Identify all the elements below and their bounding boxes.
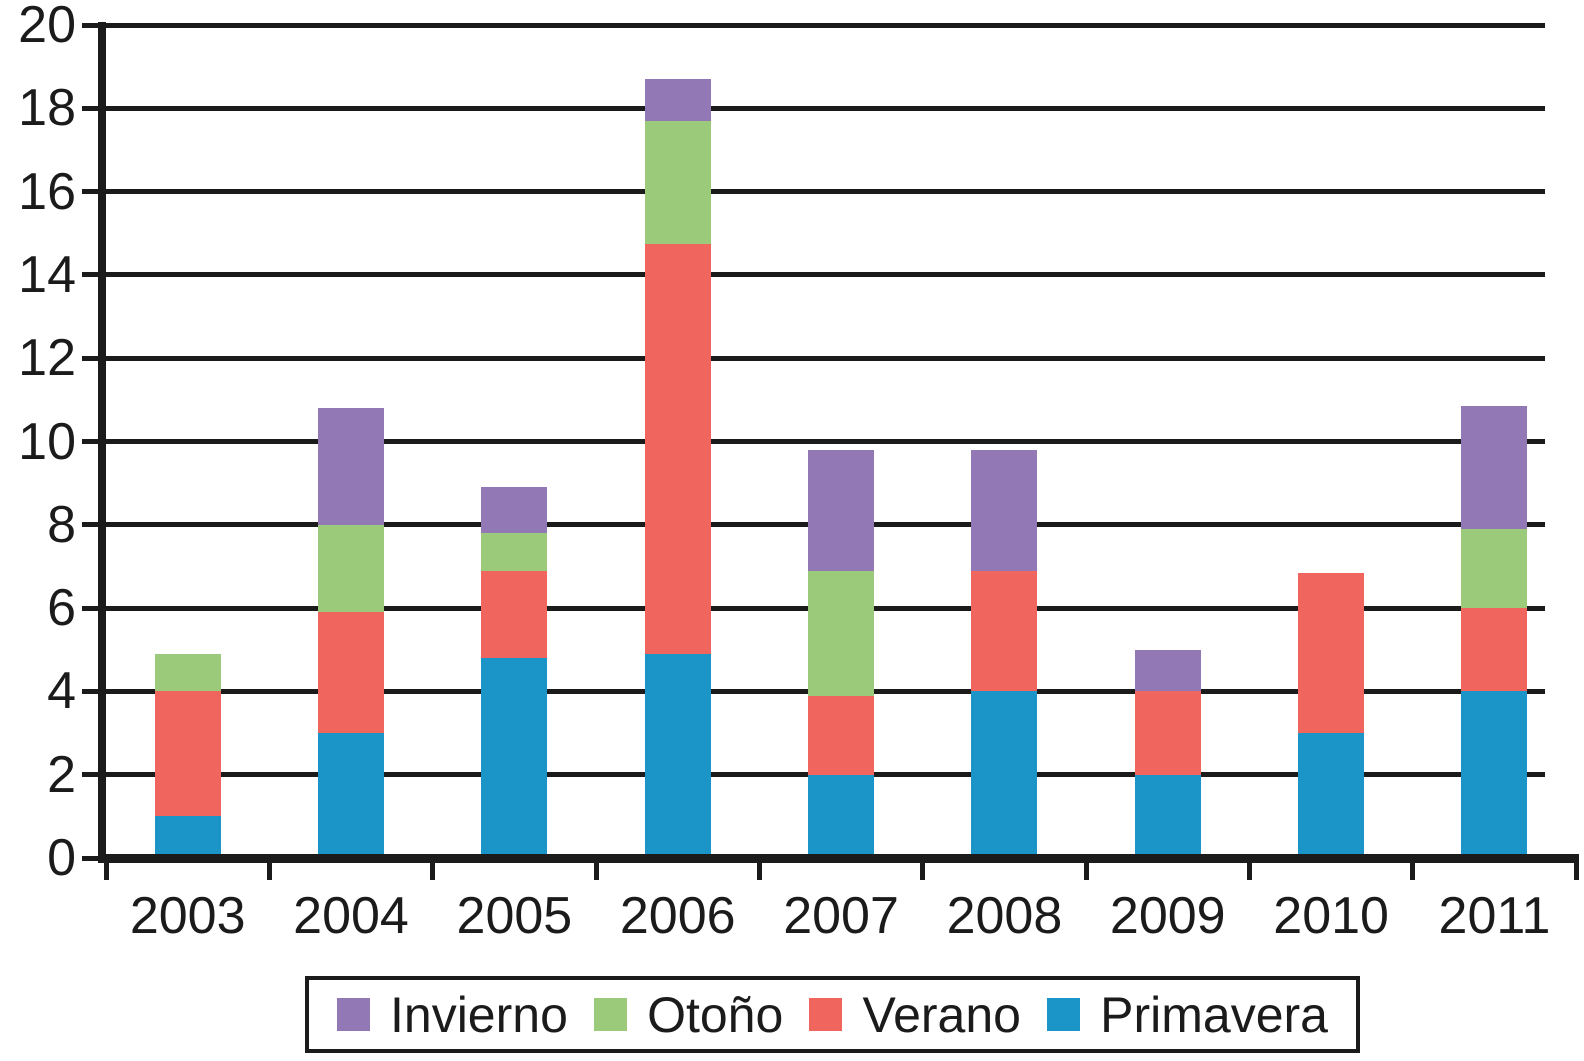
gridline (106, 105, 1545, 111)
y-tick (82, 855, 106, 861)
x-tick (1246, 854, 1252, 880)
x-tick (756, 854, 762, 880)
bar-segment-invierno-2004 (318, 408, 385, 525)
y-tick-label: 6 (47, 579, 76, 638)
bar-segment-primavera-2011 (1461, 691, 1528, 858)
bar-segment-invierno-2005 (481, 487, 548, 534)
bar-segment-otoño-2005 (481, 533, 548, 571)
bar-segment-primavera-2010 (1298, 733, 1365, 858)
bar-segment-verano-2010 (1298, 572, 1365, 734)
legend: Invierno Otoño Verano Primavera (305, 976, 1360, 1053)
x-category-label: 2009 (1109, 887, 1226, 945)
legend-swatch-otoño (594, 998, 628, 1031)
legend-label: Verano (862, 986, 1021, 1043)
y-tick-label: 0 (47, 829, 76, 887)
x-category-label: 2004 (293, 887, 409, 945)
bar-segment-otoño-2007 (808, 570, 875, 696)
x-category-label: 2010 (1273, 887, 1389, 945)
x-category-label: 2006 (619, 887, 736, 945)
bar-segment-primavera-2007 (808, 774, 875, 858)
gridline (106, 22, 1545, 28)
y-tick (82, 355, 106, 361)
legend-item-invierno: Invierno (337, 990, 568, 1040)
x-category-label: 2005 (456, 887, 573, 945)
y-tick-label: 18 (18, 79, 76, 138)
bar-segment-primavera-2008 (971, 691, 1038, 858)
y-tick-label: 12 (18, 329, 76, 388)
bar-segment-verano-2007 (808, 695, 875, 775)
bar-segment-verano-2008 (971, 570, 1038, 692)
gridline (106, 189, 1545, 195)
bar-segment-invierno-2006 (644, 79, 711, 121)
legend-item-verano: Verano (809, 986, 1021, 1043)
bar-segment-otoño-2006 (644, 120, 711, 244)
y-tick (82, 105, 106, 111)
legend-label: Invierno (390, 986, 568, 1043)
bar-segment-verano-2009 (1134, 691, 1201, 775)
x-tick (266, 854, 272, 880)
x-tick (1573, 854, 1579, 880)
bar-segment-otoño-2004 (318, 524, 385, 613)
x-tick (593, 854, 599, 880)
bar-segment-invierno-2011 (1461, 406, 1528, 529)
y-tick-label: 14 (18, 245, 76, 304)
x-category-label: 2003 (129, 887, 246, 945)
bar-segment-primavera-2006 (644, 653, 711, 858)
bar-segment-primavera-2009 (1134, 774, 1201, 858)
bar-segment-primavera-2004 (318, 733, 385, 858)
bar-segment-primavera-2005 (481, 658, 548, 858)
y-tick-label: 8 (47, 495, 76, 554)
bar-segment-otoño-2011 (1461, 528, 1528, 609)
x-tick (920, 854, 926, 880)
gridline (106, 439, 1545, 444)
y-axis-line (98, 22, 106, 863)
y-tick (82, 22, 106, 28)
legend-item-primavera: Primavera (1047, 990, 1328, 1040)
y-tick-label: 16 (18, 162, 76, 221)
y-tick (82, 772, 106, 778)
bar-segment-otoño-2003 (154, 653, 221, 692)
x-axis-line (98, 854, 1577, 863)
y-tick (82, 189, 106, 195)
x-category-label: 2011 (1438, 887, 1551, 945)
bar-segment-verano-2005 (481, 570, 548, 659)
legend-swatch-primavera (1047, 998, 1081, 1031)
bar-segment-verano-2011 (1461, 608, 1528, 692)
bar-segment-invierno-2007 (808, 449, 875, 571)
x-tick (430, 854, 436, 880)
legend-swatch-invierno (337, 998, 370, 1031)
bar-segment-invierno-2008 (971, 449, 1038, 571)
legend-label: Otoño (647, 986, 784, 1043)
y-tick (82, 688, 106, 694)
bar-segment-verano-2003 (154, 691, 221, 817)
y-tick (82, 439, 106, 444)
legend-item-otoño: Otoño (594, 990, 783, 1040)
legend-swatch-verano (809, 998, 843, 1031)
y-tick-label: 4 (47, 662, 76, 721)
x-tick (1083, 854, 1089, 880)
x-tick (103, 854, 109, 880)
legend-label: Primavera (1100, 986, 1328, 1043)
bar-segment-primavera-2003 (154, 816, 221, 858)
bar-segment-verano-2004 (318, 612, 385, 734)
x-category-label: 2007 (783, 887, 899, 945)
x-category-label: 2008 (946, 887, 1063, 945)
x-tick (1410, 854, 1416, 880)
y-tick-label: 20 (18, 0, 76, 54)
y-tick-label: 10 (18, 412, 76, 471)
y-tick (82, 605, 106, 611)
gridline (106, 355, 1545, 361)
bar-segment-verano-2006 (644, 243, 711, 654)
gridline (106, 272, 1545, 278)
bar-segment-invierno-2009 (1134, 649, 1201, 692)
y-tick-label: 2 (47, 745, 76, 804)
y-tick (82, 272, 106, 278)
y-tick (82, 522, 106, 528)
